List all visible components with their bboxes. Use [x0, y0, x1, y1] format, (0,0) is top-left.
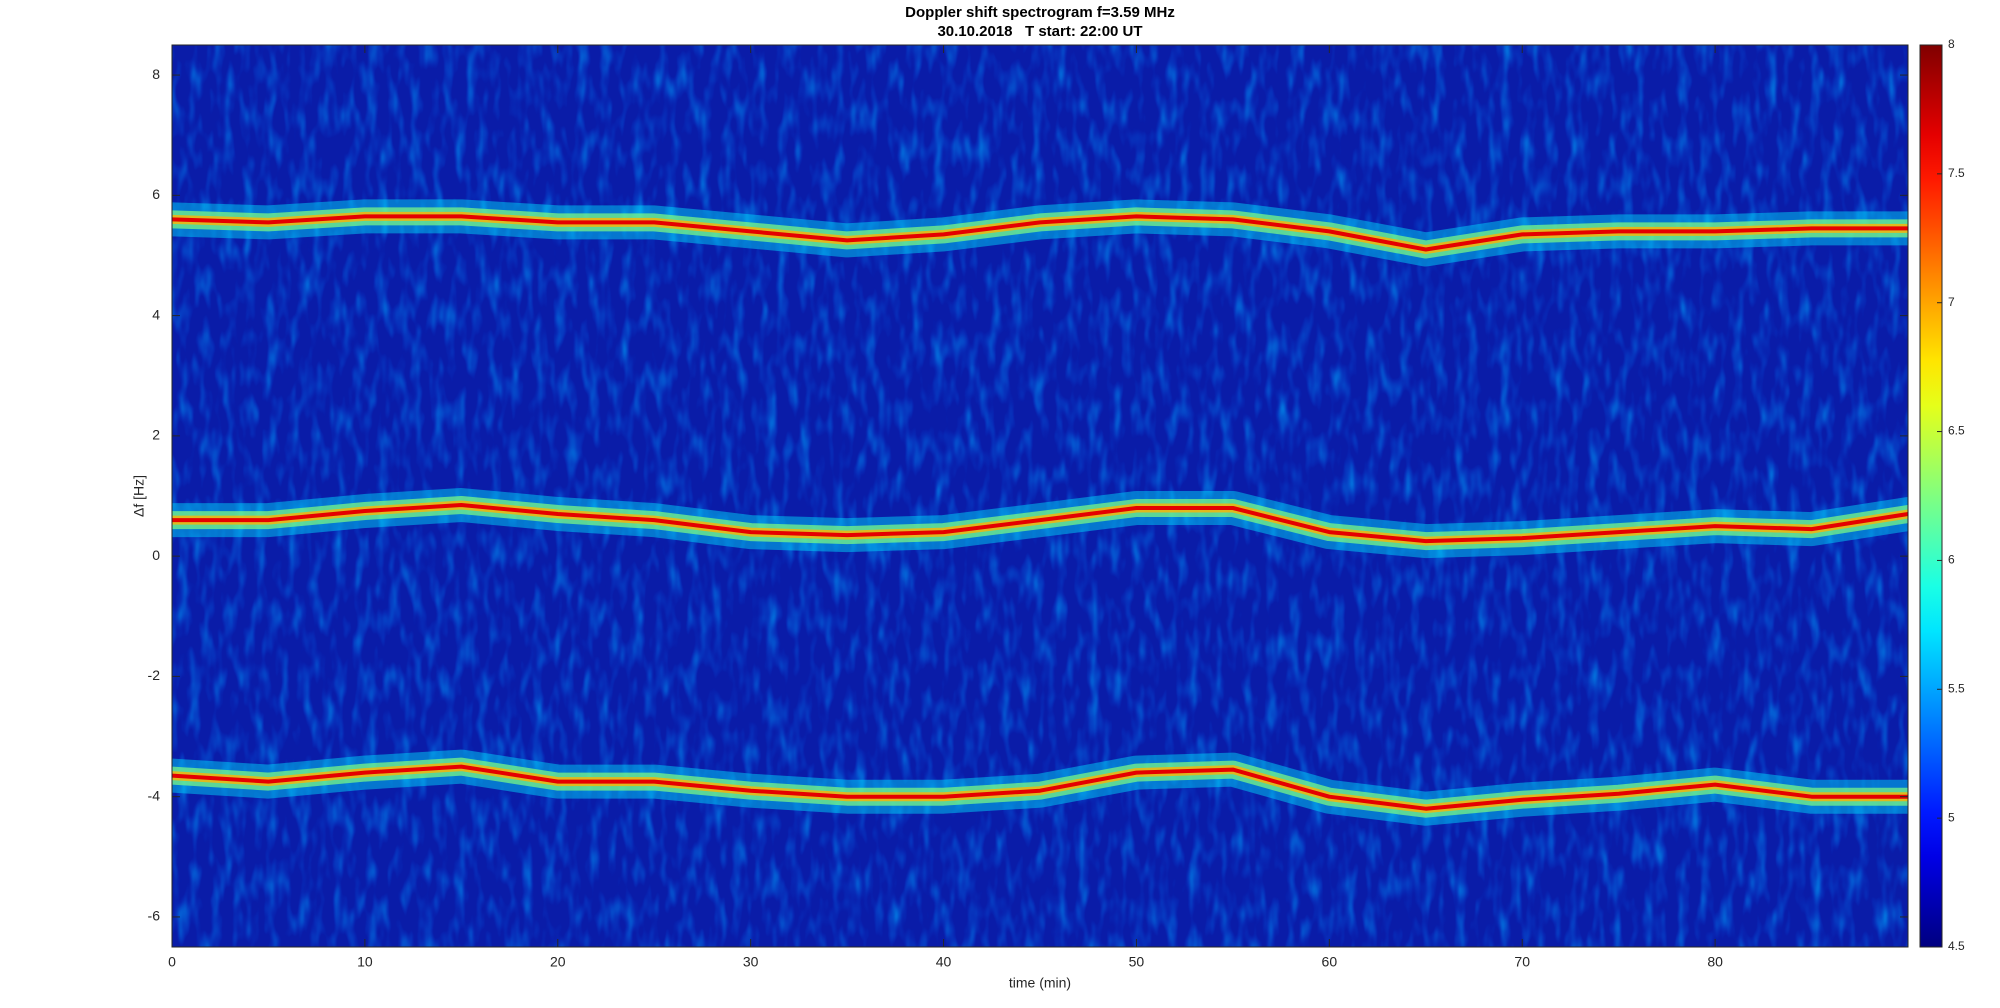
colorbar-tick-label: 4.5 — [1948, 939, 1965, 953]
y-tick-label: -2 — [148, 667, 161, 683]
y-tick-label: 6 — [152, 186, 160, 202]
colorbar-tick-label: 6 — [1948, 553, 1955, 567]
x-tick-label: 70 — [1514, 954, 1530, 970]
x-tick-label: 80 — [1707, 954, 1723, 970]
colorbar-tick-label: 5.5 — [1948, 681, 1965, 695]
y-axis-label: Δf [Hz] — [131, 475, 147, 517]
y-tick-label: 2 — [152, 427, 160, 443]
colorbar-tick-label: 7.5 — [1948, 166, 1965, 180]
colorbar-tick-label: 5 — [1948, 810, 1955, 824]
ridge-core — [172, 214, 1908, 252]
x-tick-label: 40 — [936, 954, 952, 970]
ridge-core — [172, 503, 1908, 544]
y-tick-label: -4 — [148, 787, 161, 803]
x-tick-label: 30 — [743, 954, 759, 970]
chart-subtitle: 30.10.2018 T start: 22:00 UT — [937, 23, 1142, 40]
x-tick-label: 10 — [357, 954, 373, 970]
y-tick-label: 4 — [152, 306, 160, 322]
x-tick-label: 50 — [1129, 954, 1145, 970]
chart-title: Doppler shift spectrogram f=3.59 MHz — [905, 4, 1175, 21]
ridge-core — [172, 764, 1908, 811]
plot-frame — [171, 44, 1909, 948]
colorbar-tick-label: 8 — [1948, 37, 1955, 51]
x-tick-label: 60 — [1322, 954, 1338, 970]
x-tick-label: 0 — [168, 954, 176, 970]
x-axis-label: time (min) — [1009, 975, 1071, 991]
y-tick-label: -6 — [148, 908, 161, 924]
colorbar-tick-label: 6.5 — [1948, 424, 1965, 438]
y-tick-label: 8 — [152, 66, 160, 82]
colorbar — [1919, 44, 1943, 948]
colorbar-tick-label: 7 — [1948, 295, 1955, 309]
ridge-layer — [172, 199, 1908, 826]
y-tick-label: 0 — [152, 547, 160, 563]
x-tick-label: 20 — [550, 954, 566, 970]
